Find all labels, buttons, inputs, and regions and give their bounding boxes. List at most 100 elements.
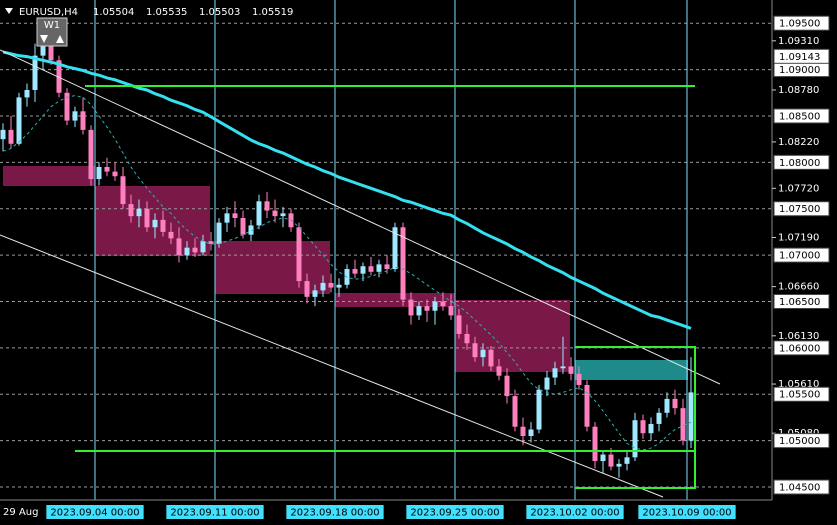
- candle-body: [336, 284, 342, 288]
- level-label: 1.06500: [779, 297, 820, 308]
- candle-body: [128, 204, 134, 217]
- candle-body: [96, 166, 102, 180]
- candle-body: [472, 343, 478, 358]
- header-price: 1.05504: [93, 7, 134, 18]
- candle-body: [192, 247, 198, 253]
- candle-body: [136, 208, 142, 217]
- candle-body: [568, 366, 574, 374]
- supply-zone: [215, 241, 330, 294]
- x-tick-box: [638, 505, 736, 519]
- level-label-box: [773, 108, 830, 124]
- candle-body: [280, 213, 286, 217]
- y-tick-label: 1.05610: [778, 379, 819, 390]
- level-label: 1.05500: [779, 390, 820, 401]
- candle-body: [600, 454, 606, 462]
- candle-body: [80, 111, 86, 130]
- candle-body: [416, 306, 422, 316]
- collapse-icon[interactable]: [5, 8, 13, 14]
- candle-body: [216, 222, 222, 244]
- candle-body: [320, 282, 326, 291]
- arrow-icon: [56, 35, 64, 43]
- candle-body: [152, 219, 158, 228]
- level-label-box: [773, 48, 830, 64]
- candle-body: [264, 201, 270, 211]
- candle-body: [296, 227, 302, 282]
- candle-body: [352, 269, 358, 274]
- candle-body: [200, 241, 206, 253]
- candle-body: [144, 208, 150, 228]
- header-price: 1.05503: [199, 7, 240, 18]
- x-tick-box: [526, 505, 624, 519]
- candle-body: [536, 389, 542, 430]
- candle-body: [552, 368, 558, 378]
- candle-body: [496, 366, 502, 376]
- level-label-box: [773, 433, 830, 449]
- level-label: 1.04500: [779, 483, 820, 494]
- candle-body: [160, 219, 166, 232]
- candle-body: [424, 306, 430, 311]
- candle-body: [64, 92, 70, 121]
- level-label: 1.06000: [779, 343, 820, 354]
- y-tick-label: 1.07720: [778, 183, 819, 194]
- candle-body: [168, 231, 174, 239]
- candle-body: [88, 129, 94, 180]
- candle-body: [240, 217, 246, 235]
- y-tick-label: 1.06660: [778, 282, 819, 293]
- badge-label: W1: [44, 20, 60, 31]
- candle-body: [112, 171, 118, 177]
- candle-body: [504, 375, 510, 397]
- candle-body: [440, 301, 446, 307]
- y-tick-label: 1.08780: [778, 85, 819, 96]
- candle-body: [360, 266, 366, 274]
- level-label: 1.09000: [779, 65, 820, 76]
- candle-body: [608, 454, 614, 467]
- candle-body: [656, 412, 662, 424]
- x-tick-label: 2023.10.09 00:00: [642, 508, 731, 519]
- x-tick-label: 2023.09.18 00:00: [290, 508, 379, 519]
- candle-body: [488, 349, 494, 367]
- candle-body: [104, 166, 110, 172]
- candle-body: [24, 89, 30, 98]
- candle-body: [392, 227, 398, 270]
- header-price: 1.05535: [146, 7, 187, 18]
- candle-body: [640, 420, 646, 434]
- drawings: [0, 49, 721, 498]
- y-tick-label: 1.06130: [778, 331, 819, 342]
- level-label-box: [773, 479, 830, 495]
- arrow-icon: [40, 35, 48, 43]
- trend-line: [0, 49, 721, 385]
- candle-body: [464, 333, 470, 344]
- candle-body: [432, 301, 438, 311]
- supply-zone: [455, 300, 570, 372]
- candle-body: [208, 241, 214, 244]
- header: 1.05504 1.05535 1.05503 1.05519: [93, 7, 293, 18]
- candle-body: [672, 398, 678, 409]
- level-label: 1.07000: [779, 251, 820, 262]
- x-tick-label: 2023.09.11 00:00: [170, 508, 259, 519]
- level-label-box: [773, 247, 830, 263]
- candle-body: [368, 266, 374, 272]
- level-label-box: [773, 201, 830, 217]
- candle-body: [384, 264, 390, 270]
- candle-body: [72, 111, 78, 121]
- candle-body: [376, 264, 382, 272]
- level-label: 1.09143: [779, 52, 820, 63]
- candle-body: [616, 463, 622, 467]
- y-tick-label: 1.08220: [778, 137, 819, 148]
- x-tick-box: [286, 505, 384, 519]
- candle-body: [624, 457, 630, 464]
- candle-body: [688, 392, 694, 441]
- range-box: [575, 346, 696, 489]
- candle-body: [312, 290, 318, 297]
- candle-body: [648, 423, 654, 434]
- level-label: 1.08000: [779, 158, 820, 169]
- candle-body: [256, 201, 262, 226]
- header-price: 1.05519: [252, 7, 293, 18]
- candle-body: [400, 227, 406, 300]
- x-tick-label: 2023.09.04 00:00: [50, 508, 139, 519]
- candle-body: [184, 247, 190, 256]
- candle-body: [328, 282, 334, 288]
- candle-body: [248, 225, 254, 235]
- candle-body: [232, 213, 238, 218]
